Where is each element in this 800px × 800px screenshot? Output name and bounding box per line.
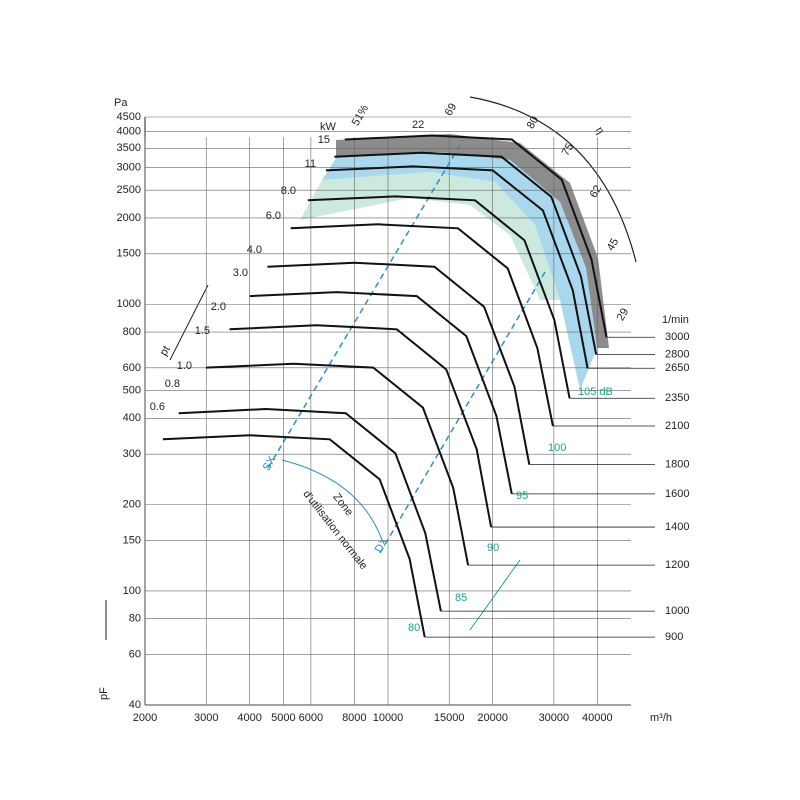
efficiency-label: 62 bbox=[588, 183, 605, 200]
y-tick-label: 80 bbox=[129, 613, 141, 625]
y-tick-label: 800 bbox=[123, 326, 141, 338]
eta-arrow bbox=[469, 96, 637, 263]
y-tick-label: 3000 bbox=[117, 161, 141, 173]
zone-green bbox=[300, 172, 560, 300]
noise-label: 80 bbox=[408, 622, 420, 634]
power-label: 1.5 bbox=[195, 325, 210, 337]
y-axis-label: Pa bbox=[114, 97, 128, 109]
efficiency-label: 80 bbox=[525, 114, 542, 131]
y-tick-label: 1000 bbox=[117, 298, 141, 310]
power-label: 15 bbox=[318, 134, 330, 146]
power-label: 8.0 bbox=[281, 185, 296, 197]
x-tick-label: 6000 bbox=[299, 712, 323, 724]
y-tick-label: 1500 bbox=[117, 248, 141, 260]
x-tick-label: 3000 bbox=[194, 712, 218, 724]
zone-blue bbox=[322, 152, 597, 390]
fan-curve bbox=[290, 223, 554, 427]
x-axis-label: m³/h bbox=[650, 712, 672, 724]
speed-label: 1600 bbox=[665, 488, 689, 500]
noise-label: 95 bbox=[516, 490, 528, 502]
x-tick-label: 15000 bbox=[434, 712, 465, 724]
efficiency-label: 69 bbox=[443, 101, 460, 118]
power-label: 0.6 bbox=[150, 401, 165, 413]
y-tick-label: 600 bbox=[123, 362, 141, 374]
speed-label: 1800 bbox=[665, 458, 689, 470]
y-tick-label: 40 bbox=[129, 699, 141, 711]
fan-curve bbox=[162, 434, 426, 638]
y-tick-label: 3500 bbox=[117, 142, 141, 154]
power-label: 6.0 bbox=[266, 210, 281, 222]
noise-label: 85 bbox=[455, 592, 467, 604]
efficiency-label: 29 bbox=[615, 306, 632, 323]
y-tick-label: 300 bbox=[123, 448, 141, 460]
speed-label: 1/min bbox=[662, 314, 689, 326]
efficiency-label: 51% bbox=[350, 103, 372, 128]
speed-label: 2100 bbox=[665, 420, 689, 432]
fan-curve bbox=[344, 134, 608, 338]
power-label: 4.0 bbox=[247, 244, 262, 256]
fan-curve bbox=[325, 165, 589, 369]
efficiency-label: 22 bbox=[412, 119, 424, 131]
fan-curve bbox=[267, 261, 531, 465]
fan-curve bbox=[178, 407, 442, 612]
zone-arrow bbox=[281, 459, 383, 541]
fan-curve bbox=[307, 195, 571, 399]
power-label: 3.0 bbox=[233, 267, 248, 279]
x-tick-label: 10000 bbox=[373, 712, 404, 724]
y-tick-label: 4000 bbox=[117, 126, 141, 138]
y-tick-label: 400 bbox=[123, 412, 141, 424]
y-tick-label: 500 bbox=[123, 384, 141, 396]
speed-label: 900 bbox=[665, 631, 683, 643]
speed-label: 1200 bbox=[665, 559, 689, 571]
noise-label: 105 dB bbox=[578, 386, 613, 398]
efficiency-label: 45 bbox=[605, 236, 622, 253]
x-tick-label: 8000 bbox=[342, 712, 366, 724]
y-tick-label: 60 bbox=[129, 648, 141, 660]
x-tick-label: 2000 bbox=[133, 712, 157, 724]
x-tick-label: 5000 bbox=[271, 712, 295, 724]
speed-label: 2800 bbox=[665, 348, 689, 360]
pressure-arrow-label: pt bbox=[158, 344, 173, 358]
fan-curve bbox=[334, 151, 598, 355]
y-tick-label: 2500 bbox=[117, 184, 141, 196]
speed-label: 2650 bbox=[665, 362, 689, 374]
y-tick-label: 200 bbox=[123, 499, 141, 511]
y-tick-label: 100 bbox=[123, 585, 141, 597]
efficiency-label: 75 bbox=[560, 141, 577, 158]
y-axis-label-bottom: pF bbox=[98, 687, 110, 700]
x-tick-label: 40000 bbox=[582, 712, 613, 724]
pressure-arrow bbox=[169, 284, 209, 361]
x-tick-label: 20000 bbox=[477, 712, 508, 724]
speed-label: 1000 bbox=[665, 605, 689, 617]
dx-label: DX bbox=[373, 535, 391, 555]
speed-label: 3000 bbox=[665, 331, 689, 343]
efficiency-symbol: η bbox=[593, 125, 606, 136]
power-label: 2.0 bbox=[211, 301, 226, 313]
y-tick-label: 4500 bbox=[117, 111, 141, 123]
noise-arrow bbox=[469, 559, 521, 631]
speed-label: 2350 bbox=[665, 392, 689, 404]
x-tick-label: 30000 bbox=[539, 712, 570, 724]
plot: 40 60 80 100 150 200 300 400 500 600 800 1000 1500 20… bbox=[117, 111, 690, 724]
power-label: 11 bbox=[305, 158, 316, 170]
power-unit: kW bbox=[320, 121, 337, 133]
y-tick-label: 150 bbox=[123, 534, 141, 546]
fan-curve bbox=[206, 362, 470, 566]
fan-curve bbox=[249, 291, 513, 495]
sx-label: SX bbox=[261, 454, 279, 473]
noise-label: 100 bbox=[548, 442, 566, 454]
noise-label: 90 bbox=[487, 542, 499, 554]
fan-curve bbox=[229, 324, 493, 528]
power-label: 1.0 bbox=[177, 360, 192, 372]
speed-label: 1400 bbox=[665, 521, 689, 533]
x-tick-label: 4000 bbox=[237, 712, 261, 724]
y-tick-label: 2000 bbox=[117, 212, 141, 224]
power-label: 0.8 bbox=[165, 378, 180, 390]
